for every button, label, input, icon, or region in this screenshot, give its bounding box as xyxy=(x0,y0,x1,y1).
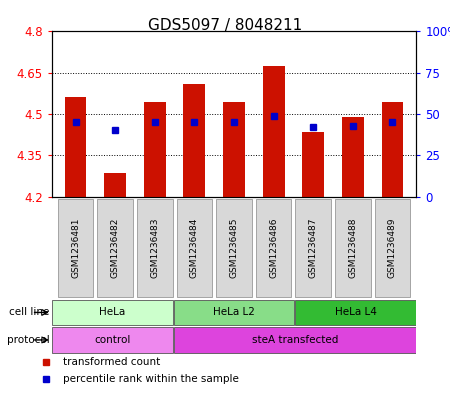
Text: control: control xyxy=(94,335,130,345)
Text: percentile rank within the sample: percentile rank within the sample xyxy=(63,374,239,384)
Bar xyxy=(223,101,245,196)
FancyBboxPatch shape xyxy=(295,198,331,297)
Text: GSM1236485: GSM1236485 xyxy=(230,217,238,278)
FancyBboxPatch shape xyxy=(97,198,133,297)
Text: protocol: protocol xyxy=(7,335,50,345)
Text: HeLa L2: HeLa L2 xyxy=(213,307,255,318)
FancyBboxPatch shape xyxy=(375,198,410,297)
FancyBboxPatch shape xyxy=(256,198,292,297)
FancyBboxPatch shape xyxy=(52,299,173,325)
Bar xyxy=(302,132,324,196)
Text: HeLa: HeLa xyxy=(99,307,126,318)
Bar xyxy=(263,66,284,196)
Bar xyxy=(382,101,403,196)
Bar xyxy=(184,84,205,196)
Text: GSM1236481: GSM1236481 xyxy=(71,217,80,278)
Text: steA transfected: steA transfected xyxy=(252,335,338,345)
Bar xyxy=(342,117,364,196)
FancyBboxPatch shape xyxy=(176,198,212,297)
FancyBboxPatch shape xyxy=(335,198,371,297)
Text: GSM1236488: GSM1236488 xyxy=(348,217,357,278)
Text: GSM1236489: GSM1236489 xyxy=(388,217,397,278)
FancyBboxPatch shape xyxy=(216,198,252,297)
Bar xyxy=(104,173,126,196)
Bar xyxy=(65,97,86,196)
FancyBboxPatch shape xyxy=(174,299,294,325)
Text: GSM1236483: GSM1236483 xyxy=(150,217,159,278)
FancyBboxPatch shape xyxy=(52,327,173,353)
Text: GSM1236487: GSM1236487 xyxy=(309,217,318,278)
FancyBboxPatch shape xyxy=(58,198,93,297)
FancyBboxPatch shape xyxy=(174,327,416,353)
Text: HeLa L4: HeLa L4 xyxy=(334,307,377,318)
Text: transformed count: transformed count xyxy=(63,356,161,367)
FancyBboxPatch shape xyxy=(295,299,416,325)
Text: GSM1236482: GSM1236482 xyxy=(111,217,120,278)
Bar xyxy=(144,101,166,196)
Text: GDS5097 / 8048211: GDS5097 / 8048211 xyxy=(148,18,302,33)
FancyBboxPatch shape xyxy=(137,198,173,297)
Text: GSM1236486: GSM1236486 xyxy=(269,217,278,278)
Text: GSM1236484: GSM1236484 xyxy=(190,217,199,278)
Text: cell line: cell line xyxy=(9,307,50,318)
